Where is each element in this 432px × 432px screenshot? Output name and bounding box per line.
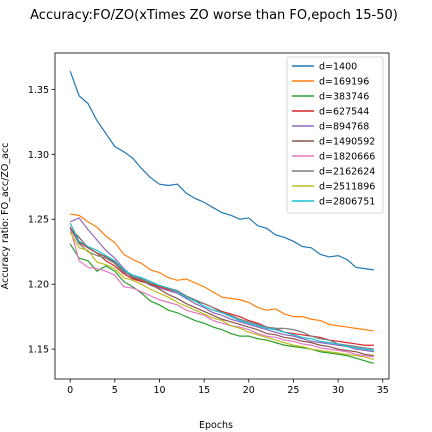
- x-tick-label-5: 25: [287, 385, 299, 396]
- legend-label-2: d=383746: [319, 92, 369, 103]
- x-tick-label-1: 5: [112, 385, 118, 396]
- legend-label-4: d=894768: [319, 122, 369, 133]
- x-tick-label-4: 20: [243, 385, 255, 396]
- y-tick-label-4: 1.35: [28, 85, 49, 96]
- y-tick-label-2: 1.25: [28, 215, 49, 226]
- x-tick-label-2: 10: [153, 385, 165, 396]
- legend-label-0: d=1400: [319, 62, 357, 73]
- x-axis-label: Epochs: [199, 420, 233, 431]
- legend-label-7: d=2162624: [319, 167, 375, 178]
- y-tick-label-0: 1.15: [28, 345, 49, 356]
- y-tick-label-1: 1.20: [28, 280, 49, 291]
- legend: d=1400 d=169196 d=383746 d=627544 d=894768 d=…: [287, 57, 383, 213]
- legend-label-6: d=1820666: [319, 152, 375, 163]
- legend-label-9: d=2806751: [319, 197, 375, 208]
- x-tick-label-7: 35: [377, 385, 389, 396]
- y-axis-label: Accuracy ratio: FO_acc/ZO_acc: [0, 143, 11, 290]
- legend-label-3: d=627544: [319, 107, 369, 118]
- legend-label-1: d=169196: [319, 77, 369, 88]
- x-tick-label-0: 0: [67, 385, 73, 396]
- legend-label-5: d=1490592: [319, 137, 375, 148]
- y-tick-label-3: 1.30: [28, 150, 49, 161]
- x-axis: 0 5 10 15 20 25 30 35: [67, 379, 389, 396]
- chart-title: Accuracy:FO/ZO(xTimes ZO worse than FO,e…: [30, 8, 398, 23]
- y-axis: 1.15 1.20 1.25 1.30 1.35: [28, 85, 55, 356]
- x-tick-label-6: 30: [332, 385, 344, 396]
- legend-label-8: d=2511896: [319, 182, 375, 193]
- x-tick-label-3: 15: [198, 385, 210, 396]
